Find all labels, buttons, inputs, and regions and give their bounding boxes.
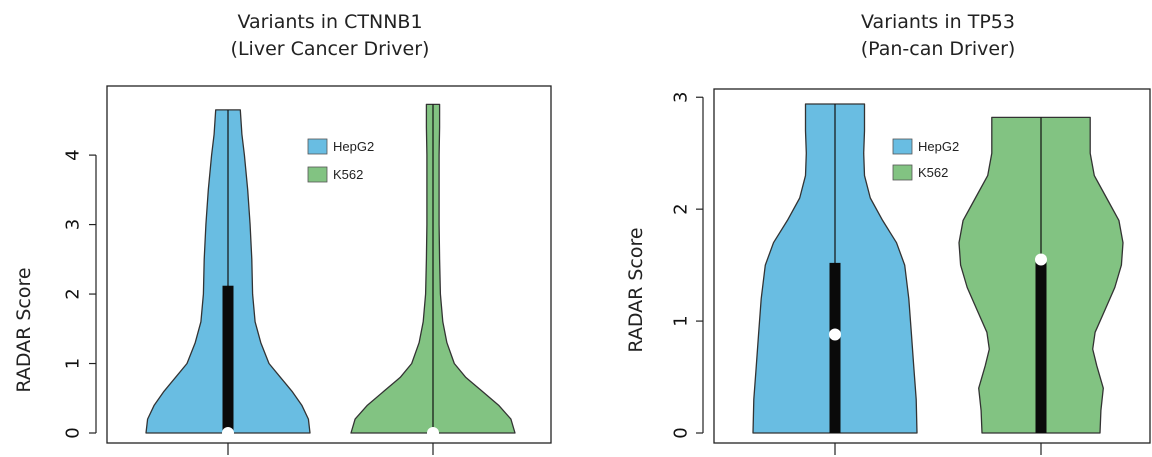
plot-frame (106, 85, 552, 444)
median-point-k562 (427, 427, 439, 439)
legend-label-hepg2: HepG2 (918, 139, 959, 154)
plot-frame (713, 88, 1151, 444)
legend-swatch-hepg2 (307, 138, 328, 155)
y-tick-label: 4 (62, 149, 83, 160)
y-tick-label: 3 (62, 219, 83, 230)
legend-label-hepg2: HepG2 (333, 139, 374, 154)
legend: HepG2 K562 (307, 138, 374, 183)
legend: HepG2 K562 (892, 138, 959, 181)
chart-subtitle: (Liver Cancer Driver) (231, 38, 430, 60)
legend-swatch-k562 (307, 166, 328, 183)
chart-title: Variants in TP53 (861, 11, 1015, 33)
legend-swatch-k562 (892, 164, 913, 181)
y-axis: 0 1 2 3 4 (62, 149, 97, 439)
y-tick-label: 2 (670, 203, 691, 214)
y-tick-label: 0 (670, 427, 691, 438)
panel-ctnnb1: Variants in CTNNB1 (Liver Cancer Driver)… (13, 11, 552, 455)
median-point-hepg2 (222, 427, 234, 439)
iqr-box-hepg2 (222, 285, 234, 433)
x-ticks (227, 443, 434, 455)
y-axis-label: RADAR Score (13, 267, 35, 392)
y-tick-label: 0 (62, 427, 83, 438)
violins (752, 103, 1124, 434)
y-axis-label: RADAR Score (625, 227, 647, 352)
legend-label-k562: K562 (333, 167, 363, 182)
y-tick-label: 1 (62, 358, 83, 369)
median-point-hepg2 (829, 328, 841, 341)
x-ticks (834, 443, 1042, 455)
y-tick-label: 2 (62, 288, 83, 299)
legend-swatch-hepg2 (892, 138, 913, 155)
chart-title: Variants in CTNNB1 (237, 11, 422, 33)
violins (145, 103, 516, 439)
panel-tp53: Variants in TP53 (Pan-can Driver) RADAR … (625, 11, 1151, 455)
iqr-box-k562 (1035, 259, 1047, 433)
y-axis: 0 1 2 3 (670, 92, 704, 439)
y-tick-label: 3 (670, 92, 691, 103)
chart-subtitle: (Pan-can Driver) (861, 38, 1016, 60)
legend-label-k562: K562 (918, 165, 948, 180)
median-point-k562 (1035, 253, 1047, 266)
y-tick-label: 1 (670, 315, 691, 326)
iqr-box-hepg2 (829, 262, 841, 433)
